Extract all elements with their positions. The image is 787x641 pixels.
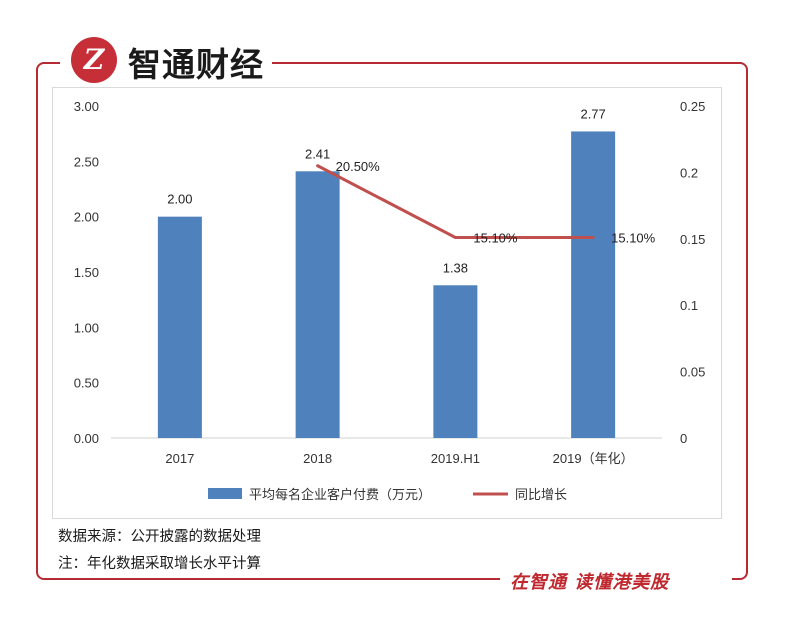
- y-left-tick-label: 0.50: [74, 376, 99, 391]
- growth-point: [453, 235, 457, 239]
- y-left-tick-label: 1.50: [74, 265, 99, 280]
- y-left-tick-label: 2.00: [74, 210, 99, 225]
- y-left-tick-label: 1.00: [74, 320, 99, 335]
- y-right-tick-label: 0.15: [680, 232, 705, 247]
- y-left-tick-label: 3.00: [74, 99, 99, 114]
- y-right-tick-label: 0.2: [680, 165, 698, 180]
- growth-point: [591, 235, 595, 239]
- chart-panel: 0.00 0.50 1.00 1.50 2.00 2.50 3.00 0 0.05 0.1 0.15…: [52, 87, 722, 519]
- y-left-tick-label: 0.00: [74, 431, 99, 446]
- y-right-tick-label: 0.1: [680, 298, 698, 313]
- y-right-tick-label: 0.05: [680, 365, 705, 380]
- growth-value-label: 15.10%: [611, 230, 656, 245]
- y-right-tick-label: 0: [680, 431, 687, 446]
- growth-point: [316, 164, 320, 168]
- legend-swatch-bar: [208, 488, 242, 499]
- x-tick-label: 2017: [165, 451, 194, 466]
- brand-logo-icon: Z: [71, 37, 117, 83]
- chart: 0.00 0.50 1.00 1.50 2.00 2.50 3.00 0 0.05 0.1 0.15…: [74, 99, 706, 502]
- brand-logo-glyph: Z: [83, 43, 106, 76]
- brand-name: 智通财经: [128, 45, 264, 84]
- annualized-note: 注：年化数据采取增长水平计算: [58, 556, 261, 572]
- y-right-tick-label: 0.25: [680, 99, 705, 114]
- x-tick-label: 2019.H1: [431, 451, 480, 466]
- data-source-note: 数据来源：公开披露的数据处理: [58, 529, 261, 545]
- legend-label-line: 同比增长: [515, 487, 567, 502]
- bar-2019.H1: [433, 285, 478, 438]
- bar-2018: [295, 171, 340, 438]
- footer-slogan: 在智通 读懂港美股: [510, 572, 670, 593]
- x-tick-label: 2019（年化）: [553, 451, 634, 466]
- bar-2017: [157, 216, 202, 438]
- y-left-tick-label: 2.50: [74, 154, 99, 169]
- bar-2019（年化）: [571, 131, 616, 438]
- bar-value-label: 2.77: [580, 106, 605, 121]
- growth-line: [316, 164, 594, 239]
- x-tick-label: 2018: [303, 451, 332, 466]
- card-frame: [36, 62, 748, 580]
- bar-value-label: 2.00: [167, 192, 192, 207]
- bar-value-label: 1.38: [443, 260, 468, 275]
- growth-value-label: 15.10%: [473, 230, 518, 245]
- legend-label-bar: 平均每名企业客户付费（万元）: [249, 487, 431, 502]
- bar-value-label: 2.41: [305, 146, 330, 161]
- growth-value-label: 20.50%: [336, 159, 381, 174]
